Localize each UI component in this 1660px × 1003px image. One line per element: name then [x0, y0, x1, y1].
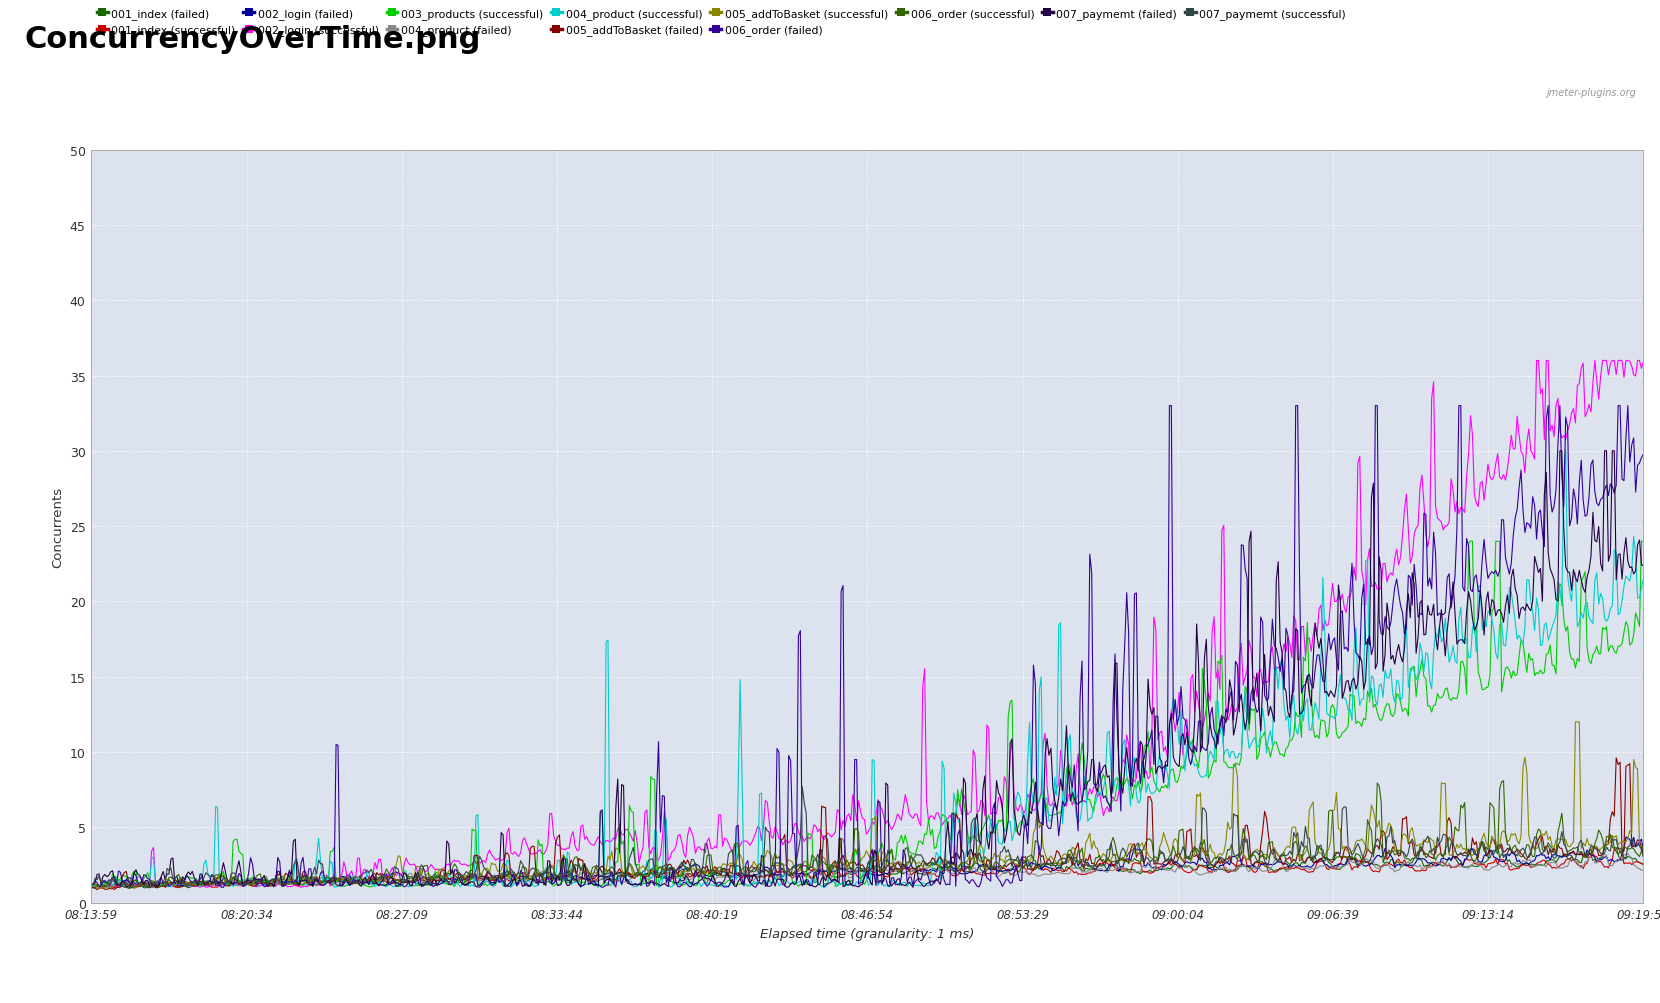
Text: ConcurrencyOverTime.png: ConcurrencyOverTime.png [25, 25, 481, 54]
X-axis label: Elapsed time (granularity: 1 ms): Elapsed time (granularity: 1 ms) [760, 927, 974, 940]
Legend: 001_index (failed), 001_index (successful), 002_login (failed), 002_login (succe: 001_index (failed), 001_index (successfu… [96, 9, 1346, 36]
Text: jmeter-plugins.org: jmeter-plugins.org [1545, 88, 1635, 97]
Y-axis label: Concurrents: Concurrents [51, 486, 65, 567]
